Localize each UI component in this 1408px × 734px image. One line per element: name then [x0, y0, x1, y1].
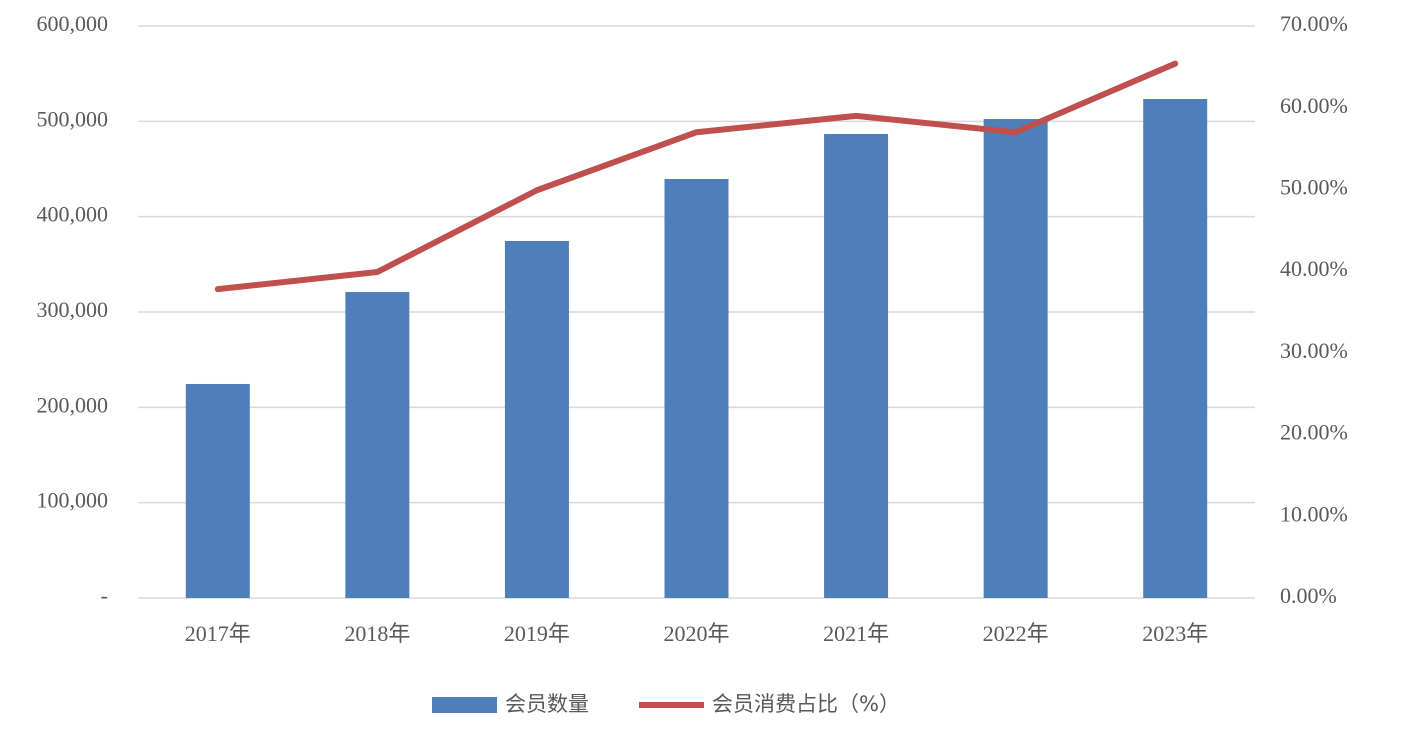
x-tick-label: 2023年 [1142, 621, 1208, 646]
y-tick-label: 500,000 [37, 106, 109, 131]
bar [185, 383, 250, 598]
y-tick-label: 100,000 [37, 488, 109, 513]
x-tick-label: 2019年 [504, 621, 570, 646]
bar [824, 134, 889, 598]
bar [345, 291, 410, 598]
legend-label: 会员消费占比（%） [712, 692, 900, 716]
x-tick-label: 2017年 [185, 621, 251, 646]
y2-tick-label: 50.00% [1280, 174, 1348, 199]
y2-tick-label: 20.00% [1280, 420, 1348, 445]
x-tick-label: 2022年 [983, 621, 1049, 646]
y-tick-label: 300,000 [37, 297, 109, 322]
y2-tick-label: 0.00% [1280, 583, 1337, 608]
y-tick-label: 600,000 [37, 11, 109, 36]
y2-tick-label: 70.00% [1280, 11, 1348, 36]
bar [983, 119, 1048, 598]
x-tick-label: 2020年 [663, 621, 729, 646]
y-tick-label: 400,000 [37, 202, 109, 227]
y-tick-label: 200,000 [37, 392, 109, 417]
y-tick-label: - [101, 583, 108, 608]
legend-swatch [432, 697, 497, 713]
bar [504, 240, 569, 598]
y2-tick-label: 60.00% [1280, 93, 1348, 118]
bar [1143, 99, 1208, 598]
bar [664, 179, 729, 598]
legend-label: 会员数量 [505, 692, 589, 716]
y2-tick-label: 10.00% [1280, 501, 1348, 526]
x-tick-label: 2018年 [344, 621, 410, 646]
y2-tick-label: 30.00% [1280, 338, 1348, 363]
line [214, 60, 1179, 293]
x-tick-label: 2021年 [823, 621, 889, 646]
y2-tick-label: 40.00% [1280, 256, 1348, 281]
